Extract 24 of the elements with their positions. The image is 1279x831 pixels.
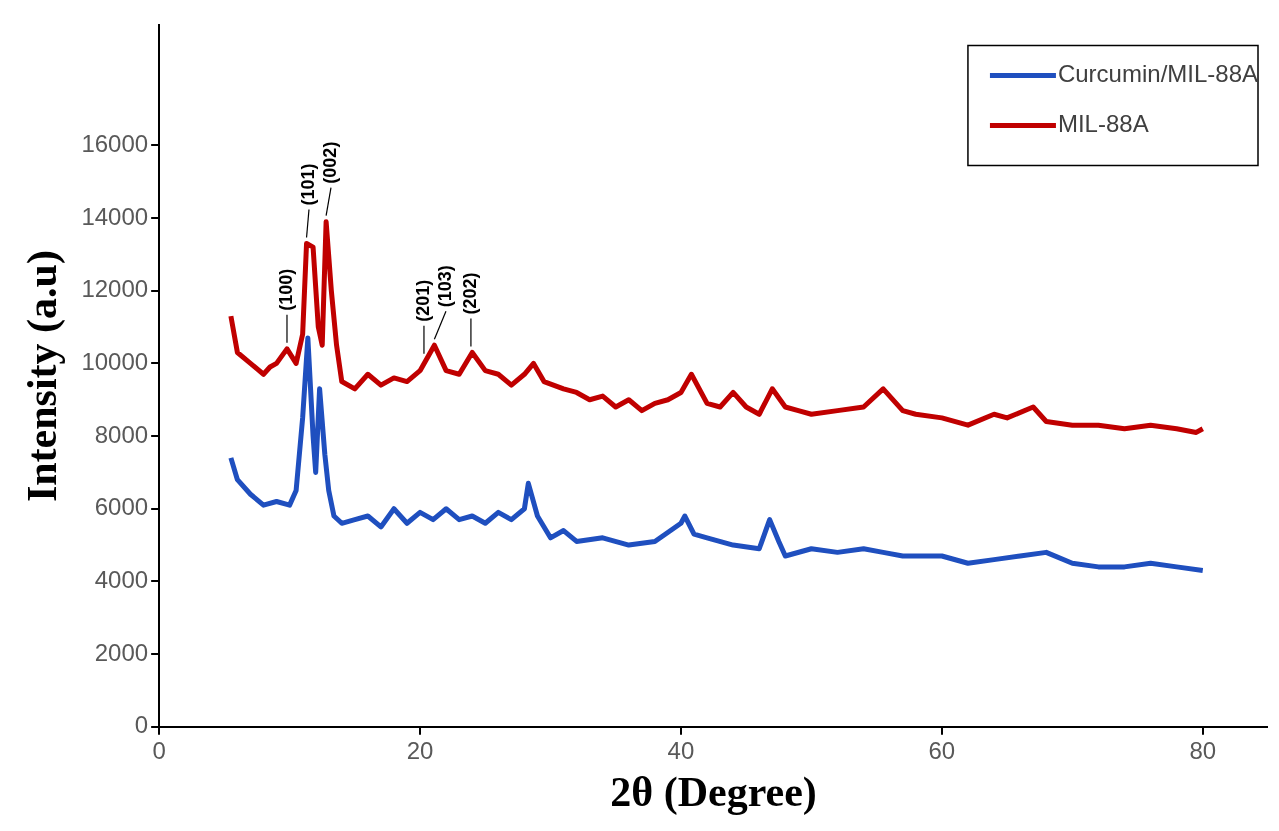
annotation: (002) — [319, 141, 340, 184]
x-tick-label: 60 — [928, 736, 956, 764]
y-tick-label: 12000 — [81, 275, 149, 303]
annotation: (100) — [275, 268, 296, 311]
y-tick-label: 14000 — [81, 202, 149, 230]
y-tick-label: 8000 — [94, 420, 149, 448]
x-tick-label: 0 — [152, 736, 166, 764]
annotation: (103) — [434, 265, 455, 308]
y-tick-label: 16000 — [81, 129, 149, 157]
y-tick-label: 6000 — [94, 493, 149, 521]
legend-label: MIL-88A — [1057, 110, 1149, 138]
annotation: (101) — [297, 163, 318, 206]
y-tick-label: 4000 — [94, 566, 149, 594]
x-axis-title: 2θ (Degree) — [610, 768, 817, 816]
y-tick-label: 2000 — [94, 638, 149, 666]
y-axis-title: Intensity (a.u) — [19, 250, 67, 503]
x-tick-label: 40 — [667, 736, 695, 764]
y-tick-label: 0 — [134, 711, 149, 739]
x-tick-label: 20 — [406, 736, 434, 764]
x-tick-label: 80 — [1189, 736, 1217, 764]
annotation: (201) — [412, 279, 433, 322]
y-tick-label: 10000 — [81, 348, 149, 376]
legend-label: Curcumin/MIL-88A — [1057, 60, 1258, 88]
annotation: (202) — [459, 272, 480, 315]
